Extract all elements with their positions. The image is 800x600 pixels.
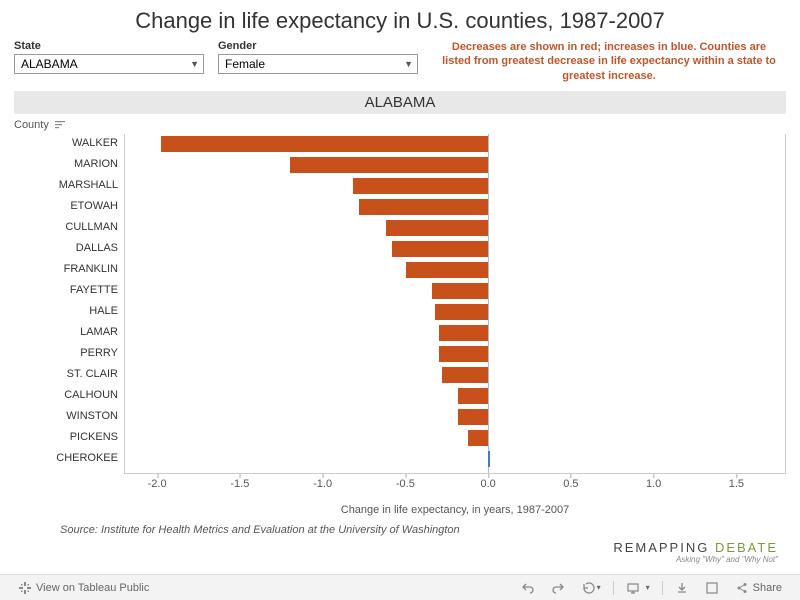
state-label: State (14, 40, 204, 52)
chart-note: Decreases are shown in red; increases in… (432, 40, 786, 83)
x-tick: 0.5 (563, 478, 578, 490)
gender-control: Gender Female ▼ (218, 40, 418, 74)
share-icon (735, 581, 749, 595)
bar[interactable] (386, 220, 488, 236)
county-label: ST. CLAIR (67, 368, 118, 380)
bar[interactable] (439, 346, 489, 362)
bar[interactable] (161, 136, 488, 152)
x-tick: -0.5 (396, 478, 415, 490)
brand-name: REMAPPING DEBATE (613, 540, 778, 555)
present-button[interactable]: ▾ (618, 581, 658, 595)
controls-row: State ALABAMA ▼ Gender Female ▼ Decrease… (0, 40, 800, 83)
share-label: Share (753, 582, 782, 594)
bar[interactable] (468, 430, 488, 446)
chevron-down-icon: ▼ (190, 59, 199, 69)
plot-area (124, 134, 786, 474)
county-label: FRANKLIN (64, 263, 118, 275)
x-axis: -2.0 -1.5 -1.0 -0.5 0.0 0.5 1.0 1.5 (124, 478, 786, 498)
bar[interactable] (439, 325, 489, 341)
county-label: LAMAR (80, 326, 118, 338)
redo-button[interactable] (543, 581, 573, 595)
x-tick: -1.0 (313, 478, 332, 490)
download-button[interactable] (667, 581, 697, 595)
view-label: View on Tableau Public (36, 582, 149, 594)
chevron-down-icon: ▼ (404, 59, 413, 69)
present-icon (626, 581, 640, 595)
brand-tagline: Asking "Why" and "Why Not" (613, 555, 778, 564)
county-label: DALLAS (76, 242, 118, 254)
fullscreen-icon (705, 581, 719, 595)
revert-button[interactable]: ▾ (573, 581, 609, 595)
bar[interactable] (353, 178, 488, 194)
bar[interactable] (458, 409, 488, 425)
chart-area: WALKER MARION MARSHALL ETOWAH CULLMAN DALLAS F… (14, 134, 786, 518)
county-label: WALKER (72, 137, 118, 149)
revert-icon (581, 581, 595, 595)
x-tick: -1.5 (230, 478, 249, 490)
tableau-icon (18, 581, 32, 595)
bar[interactable] (435, 304, 488, 320)
sort-icon (53, 118, 67, 132)
state-value: ALABAMA (21, 57, 78, 71)
page-title: Change in life expectancy in U.S. counti… (0, 0, 800, 40)
tableau-toolbar: View on Tableau Public ▾ ▾ Share (0, 574, 800, 600)
bar[interactable] (290, 157, 488, 173)
bar[interactable] (392, 241, 488, 257)
county-label: CALHOUN (64, 389, 118, 401)
bar[interactable] (359, 199, 488, 215)
bar[interactable] (432, 283, 488, 299)
county-label: WINSTON (66, 410, 118, 422)
undo-button[interactable] (513, 581, 543, 595)
gender-label: Gender (218, 40, 418, 52)
county-label: PICKENS (70, 431, 118, 443)
county-label: MARSHALL (59, 179, 118, 191)
bar[interactable] (488, 451, 490, 467)
county-label: FAYETTE (70, 284, 118, 296)
x-tick: 0.0 (480, 478, 495, 490)
state-header: ALABAMA (14, 91, 786, 114)
county-label: ETOWAH (70, 200, 118, 212)
bar[interactable] (442, 367, 488, 383)
x-tick: -2.0 (148, 478, 167, 490)
county-label: HALE (89, 305, 118, 317)
brand-accent: DEBATE (715, 540, 778, 555)
bar[interactable] (458, 388, 488, 404)
gender-dropdown[interactable]: Female ▼ (218, 54, 418, 74)
county-label: MARION (74, 158, 118, 170)
view-on-tableau-button[interactable]: View on Tableau Public (10, 581, 157, 595)
download-icon (675, 581, 689, 595)
app-root: Change in life expectancy in U.S. counti… (0, 0, 800, 600)
county-label: CULLMAN (65, 221, 118, 233)
bar[interactable] (406, 262, 489, 278)
county-label: CHEROKEE (56, 452, 118, 464)
brand-prefix: REMAPPING (613, 540, 715, 555)
zero-line (488, 134, 489, 473)
state-dropdown[interactable]: ALABAMA ▼ (14, 54, 204, 74)
gender-value: Female (225, 57, 265, 71)
source-text: Source: Institute for Health Metrics and… (0, 518, 800, 536)
fullscreen-button[interactable] (697, 581, 727, 595)
state-control: State ALABAMA ▼ (14, 40, 204, 74)
share-button[interactable]: Share (727, 581, 790, 595)
chart-wrapper: County WALKER MARION MARSHALL ETOWAH CULLMAN… (14, 118, 786, 518)
undo-icon (521, 581, 535, 595)
county-column-header[interactable]: County (14, 118, 786, 132)
x-axis-label: Change in life expectancy, in years, 198… (124, 504, 786, 516)
redo-icon (551, 581, 565, 595)
county-header-label: County (14, 119, 49, 131)
x-tick: 1.0 (646, 478, 661, 490)
brand-logo: REMAPPING DEBATE Asking "Why" and "Why N… (613, 540, 778, 564)
x-tick: 1.5 (729, 478, 744, 490)
county-label: PERRY (80, 347, 118, 359)
